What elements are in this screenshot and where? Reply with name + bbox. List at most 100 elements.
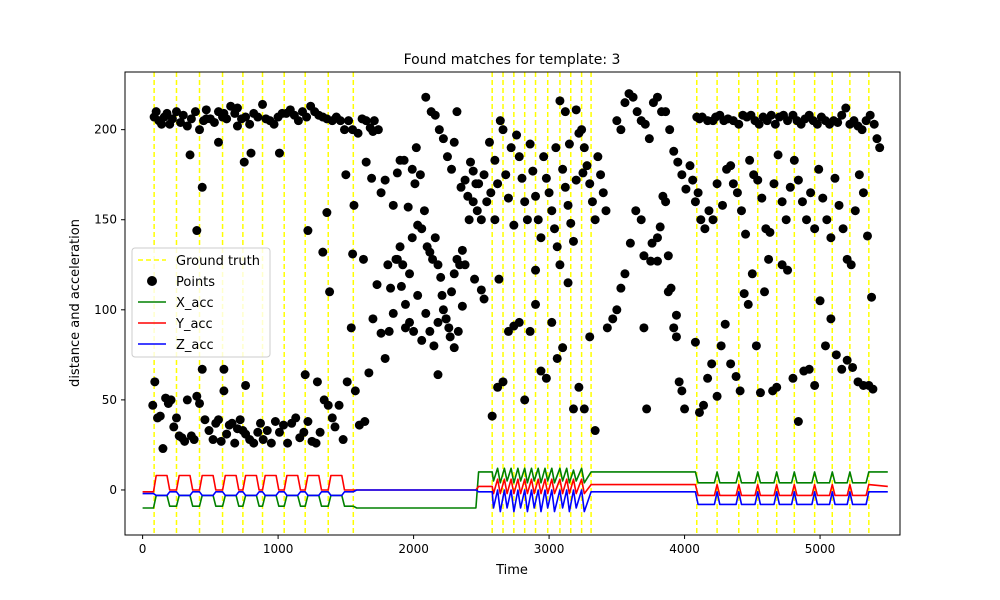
scatter-point	[468, 166, 478, 176]
scatter-point	[620, 98, 630, 108]
scatter-point	[571, 175, 581, 185]
scatter-point	[558, 164, 568, 174]
points-layer	[148, 89, 885, 454]
scatter-point	[726, 161, 736, 171]
scatter-point	[476, 215, 486, 225]
scatter-point	[241, 112, 251, 122]
scatter-point	[433, 370, 443, 380]
scatter-point	[253, 112, 263, 122]
scatter-point	[531, 191, 541, 201]
scatter-point	[674, 377, 684, 387]
scatter-point	[213, 415, 223, 425]
scatter-point	[757, 193, 767, 203]
scatter-point	[150, 377, 160, 387]
legend-marker-points	[147, 276, 157, 286]
scatter-point	[249, 438, 259, 448]
scatter-point	[734, 119, 744, 129]
scatter-point	[494, 274, 504, 284]
scatter-point	[368, 314, 378, 324]
scatter-point	[434, 125, 444, 135]
scatter-point	[253, 427, 263, 437]
scatter-point	[858, 188, 868, 198]
scatter-point	[602, 323, 612, 333]
x-tick-label: 3000	[534, 542, 565, 556]
scatter-point	[201, 105, 211, 115]
scatter-point	[299, 427, 309, 437]
scatter-point	[539, 152, 549, 162]
scatter-point	[490, 155, 500, 165]
scatter-point	[413, 290, 423, 300]
scatter-point	[405, 269, 415, 279]
scatter-point	[436, 272, 446, 282]
scatter-point	[312, 377, 322, 387]
scatter-point	[639, 251, 649, 261]
scatter-point	[700, 224, 710, 234]
scatter-point	[566, 218, 576, 228]
scatter-point	[433, 260, 443, 270]
scatter-point	[482, 197, 492, 207]
scatter-point	[407, 233, 417, 243]
scatter-point	[797, 197, 807, 207]
scatter-point	[429, 341, 439, 351]
scatter-point	[598, 188, 608, 198]
scatter-point	[417, 335, 427, 345]
scatter-point	[392, 168, 402, 178]
scatter-point	[560, 182, 570, 192]
scatter-point	[739, 289, 749, 299]
scatter-point	[411, 143, 421, 153]
scatter-point	[258, 435, 268, 445]
scatter-point	[415, 170, 425, 180]
legend-label-x-acc: X_acc	[176, 296, 214, 311]
scatter-point	[303, 417, 313, 427]
scatter-point	[718, 200, 728, 210]
scatter-point	[712, 391, 722, 401]
scatter-point	[731, 371, 741, 381]
scatter-point	[269, 119, 279, 129]
scatter-point	[793, 175, 803, 185]
scatter-point	[403, 202, 413, 212]
scatter-point	[334, 400, 344, 410]
scatter-point	[232, 103, 242, 113]
scatter-point	[669, 323, 679, 333]
scatter-point	[872, 134, 882, 144]
scatter-point	[574, 382, 584, 392]
scatter-point	[732, 188, 742, 198]
scatter-point	[195, 398, 205, 408]
scatter-point	[663, 287, 673, 297]
scatter-point	[769, 179, 779, 189]
scatter-point	[192, 226, 202, 236]
scatter-point	[703, 373, 713, 383]
scatter-point	[222, 429, 232, 439]
scatter-point	[544, 188, 554, 198]
y-axis-ticks: 0 50 100 150 200	[94, 123, 125, 497]
scatter-point	[487, 411, 497, 421]
scatter-point	[479, 294, 489, 304]
scatter-point	[219, 108, 229, 118]
scatter-point	[325, 287, 335, 297]
scatter-point	[274, 427, 284, 437]
scatter-point	[693, 188, 703, 198]
scatter-point	[472, 206, 482, 216]
scatter-point	[696, 215, 706, 225]
scatter-point	[579, 143, 589, 153]
scatter-point	[246, 148, 256, 158]
scatter-point	[396, 281, 406, 291]
scatter-point	[503, 193, 513, 203]
scatter-point	[753, 175, 763, 185]
scatter-point	[293, 116, 303, 126]
scatter-point	[364, 368, 374, 378]
scatter-point	[522, 215, 532, 225]
scatter-point	[373, 125, 383, 135]
scatter-point	[688, 175, 698, 185]
scatter-point	[266, 438, 276, 448]
scatter-point	[361, 157, 371, 167]
scatter-point	[315, 427, 325, 437]
scatter-point	[419, 206, 429, 216]
scatter-point	[322, 208, 332, 218]
scatter-point	[380, 175, 390, 185]
scatter-point	[283, 438, 293, 448]
scatter-point	[789, 155, 799, 165]
scatter-point	[838, 224, 848, 234]
x-tick-label: 0	[139, 542, 147, 556]
